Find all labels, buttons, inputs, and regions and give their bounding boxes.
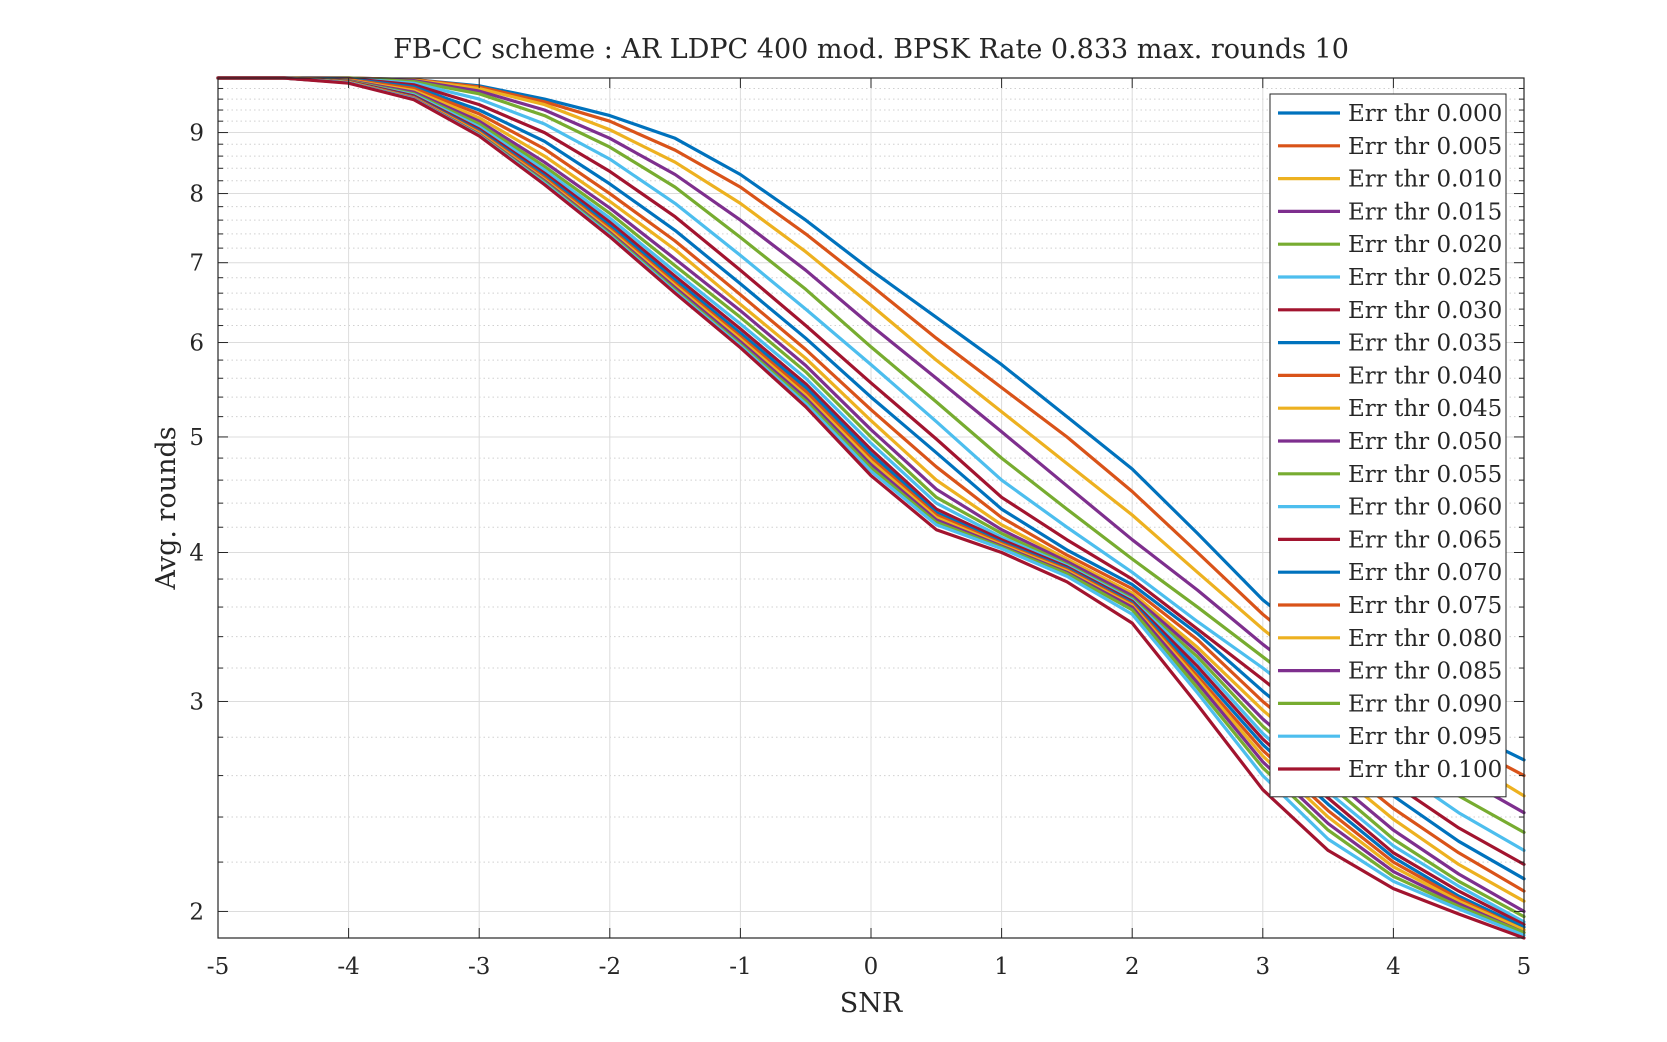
legend-entry: Err thr 0.045 [1348,396,1502,422]
x-tick-label: 0 [864,954,879,980]
legend-entry: Err thr 0.020 [1348,232,1502,258]
axis-ticks: 2 3 4 5 6 7 8 9 -5 -4 -3 -2 -1 0 1 2 3 4 5 [189,78,1531,980]
y-tick-label: 3 [189,689,204,715]
x-tick-label: -2 [599,954,621,980]
x-tick-label: -4 [337,954,359,980]
x-tick-label: 3 [1255,954,1270,980]
legend-entry: Err thr 0.050 [1348,429,1502,455]
legend-entry: Err thr 0.035 [1348,331,1502,357]
x-tick-label: -3 [468,954,490,980]
legend-entry: Err thr 0.025 [1348,265,1502,291]
legend-entry: Err thr 0.030 [1348,298,1502,324]
x-axis-label: SNR [840,988,903,1019]
legend-entry: Err thr 0.015 [1348,199,1502,225]
x-tick-label: 2 [1125,954,1140,980]
legend-entry: Err thr 0.055 [1348,462,1502,488]
legend: Err thr 0.000 Err thr 0.005 Err thr 0.010 E… [1269,93,1507,798]
legend-entry: Err thr 0.065 [1348,527,1502,553]
legend-entry: Err thr 0.085 [1348,659,1502,685]
legend-entry: Err thr 0.005 [1348,134,1502,160]
legend-entry: Err thr 0.070 [1348,560,1502,586]
x-tick-label: 5 [1517,954,1532,980]
y-tick-label: 8 [189,182,204,208]
y-axis-label: Avg. rounds [151,426,182,590]
y-tick-label: 4 [189,540,204,566]
x-tick-label: -1 [729,954,751,980]
y-tick-label: 2 [189,899,204,925]
legend-entry: Err thr 0.095 [1348,724,1502,750]
y-tick-label: 6 [189,331,204,357]
legend-entry: Err thr 0.080 [1348,626,1502,652]
chart-title: FB-CC scheme : AR LDPC 400 mod. BPSK Rat… [393,34,1349,65]
legend-entry: Err thr 0.100 [1348,757,1502,783]
legend-entry: Err thr 0.040 [1348,363,1502,389]
legend-entry: Err thr 0.060 [1348,495,1502,521]
legend-entry: Err thr 0.075 [1348,593,1502,619]
x-tick-label: 1 [994,954,1009,980]
y-tick-label: 5 [189,425,204,451]
y-tick-label: 9 [189,121,204,147]
x-tick-label: 4 [1386,954,1401,980]
legend-entry: Err thr 0.090 [1348,691,1502,717]
x-tick-label: -5 [207,954,229,980]
y-tick-label: 7 [189,251,204,277]
series-line [216,76,1526,940]
legend-entry: Err thr 0.010 [1348,167,1502,193]
legend-entry: Err thr 0.000 [1348,101,1502,127]
